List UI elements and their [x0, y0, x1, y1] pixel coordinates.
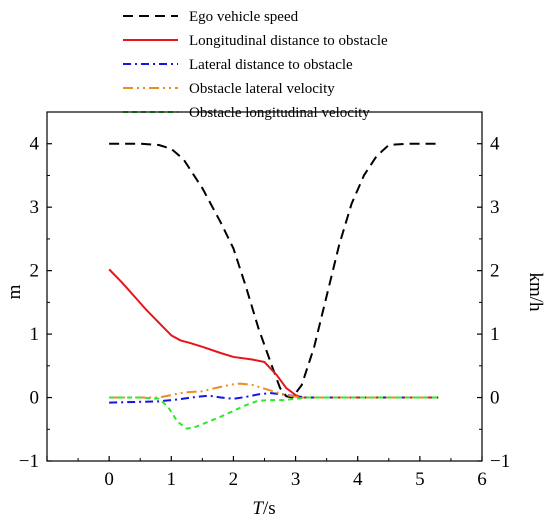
legend-label-obstacle-lateral-velocity: Obstacle lateral velocity	[189, 81, 335, 97]
legend-label-obstacle-longitudinal-velocity: Obstacle longitudinal velocity	[189, 105, 370, 121]
y-axis-title-left: m	[4, 284, 25, 299]
series-line-obstacle-lateral-velocity	[109, 382, 439, 399]
x-axis-title-unit: /s	[263, 498, 276, 519]
y-right-tick-label: −1	[490, 451, 510, 472]
x-tick-label: 3	[291, 469, 301, 490]
legend-label-lateral-distance-to-obstacle: Lateral distance to obstacle	[189, 57, 353, 73]
x-axis-title-variable: T	[252, 498, 264, 519]
left-axis-ticks: −1 0 1 2 3 4	[19, 134, 52, 472]
x-tick-label: 6	[477, 469, 487, 490]
x-tick-label: 1	[167, 469, 177, 490]
y-left-tick-label: 2	[30, 261, 40, 282]
y-right-tick-label: 1	[490, 324, 500, 345]
y-left-tick-label: 4	[30, 134, 40, 155]
series-line-lateral-distance-to-obstacle	[109, 392, 439, 404]
legend-label-longitudinal-distance-to-obstacle: Longitudinal distance to obstacle	[189, 33, 388, 49]
legend: Ego vehicle speed Longitudinal distance t…	[123, 9, 388, 121]
bottom-axis-ticks: 0 1 2 3 4 5 6	[46, 456, 487, 490]
y-right-tick-label: 2	[490, 261, 500, 282]
y-left-tick-label: 0	[30, 388, 40, 409]
x-tick-label: 0	[104, 469, 114, 490]
y-left-tick-label: 1	[30, 324, 40, 345]
plot-frame	[46, 111, 483, 462]
series-line-longitudinal-distance-to-obstacle	[108, 268, 439, 399]
y-right-tick-label: 4	[490, 134, 500, 155]
series-line-obstacle-longitudinal-velocity	[109, 396, 439, 430]
y-right-tick-label: 0	[490, 388, 500, 409]
x-tick-label: 5	[415, 469, 425, 490]
y-left-tick-label: 3	[30, 197, 40, 218]
right-axis-ticks: −1 0 1 2 3 4	[477, 134, 510, 472]
series-layer	[108, 142, 439, 430]
x-tick-label: 4	[353, 469, 363, 490]
y-right-tick-label: 3	[490, 197, 500, 218]
y-axis-title-right: km/h	[525, 272, 546, 312]
series-line-ego-vehicle-speed	[109, 142, 439, 399]
legend-label-ego-vehicle-speed: Ego vehicle speed	[189, 9, 299, 25]
x-tick-label: 2	[229, 469, 239, 490]
x-axis-title: T/s	[252, 498, 275, 519]
y-left-tick-label: −1	[19, 451, 39, 472]
